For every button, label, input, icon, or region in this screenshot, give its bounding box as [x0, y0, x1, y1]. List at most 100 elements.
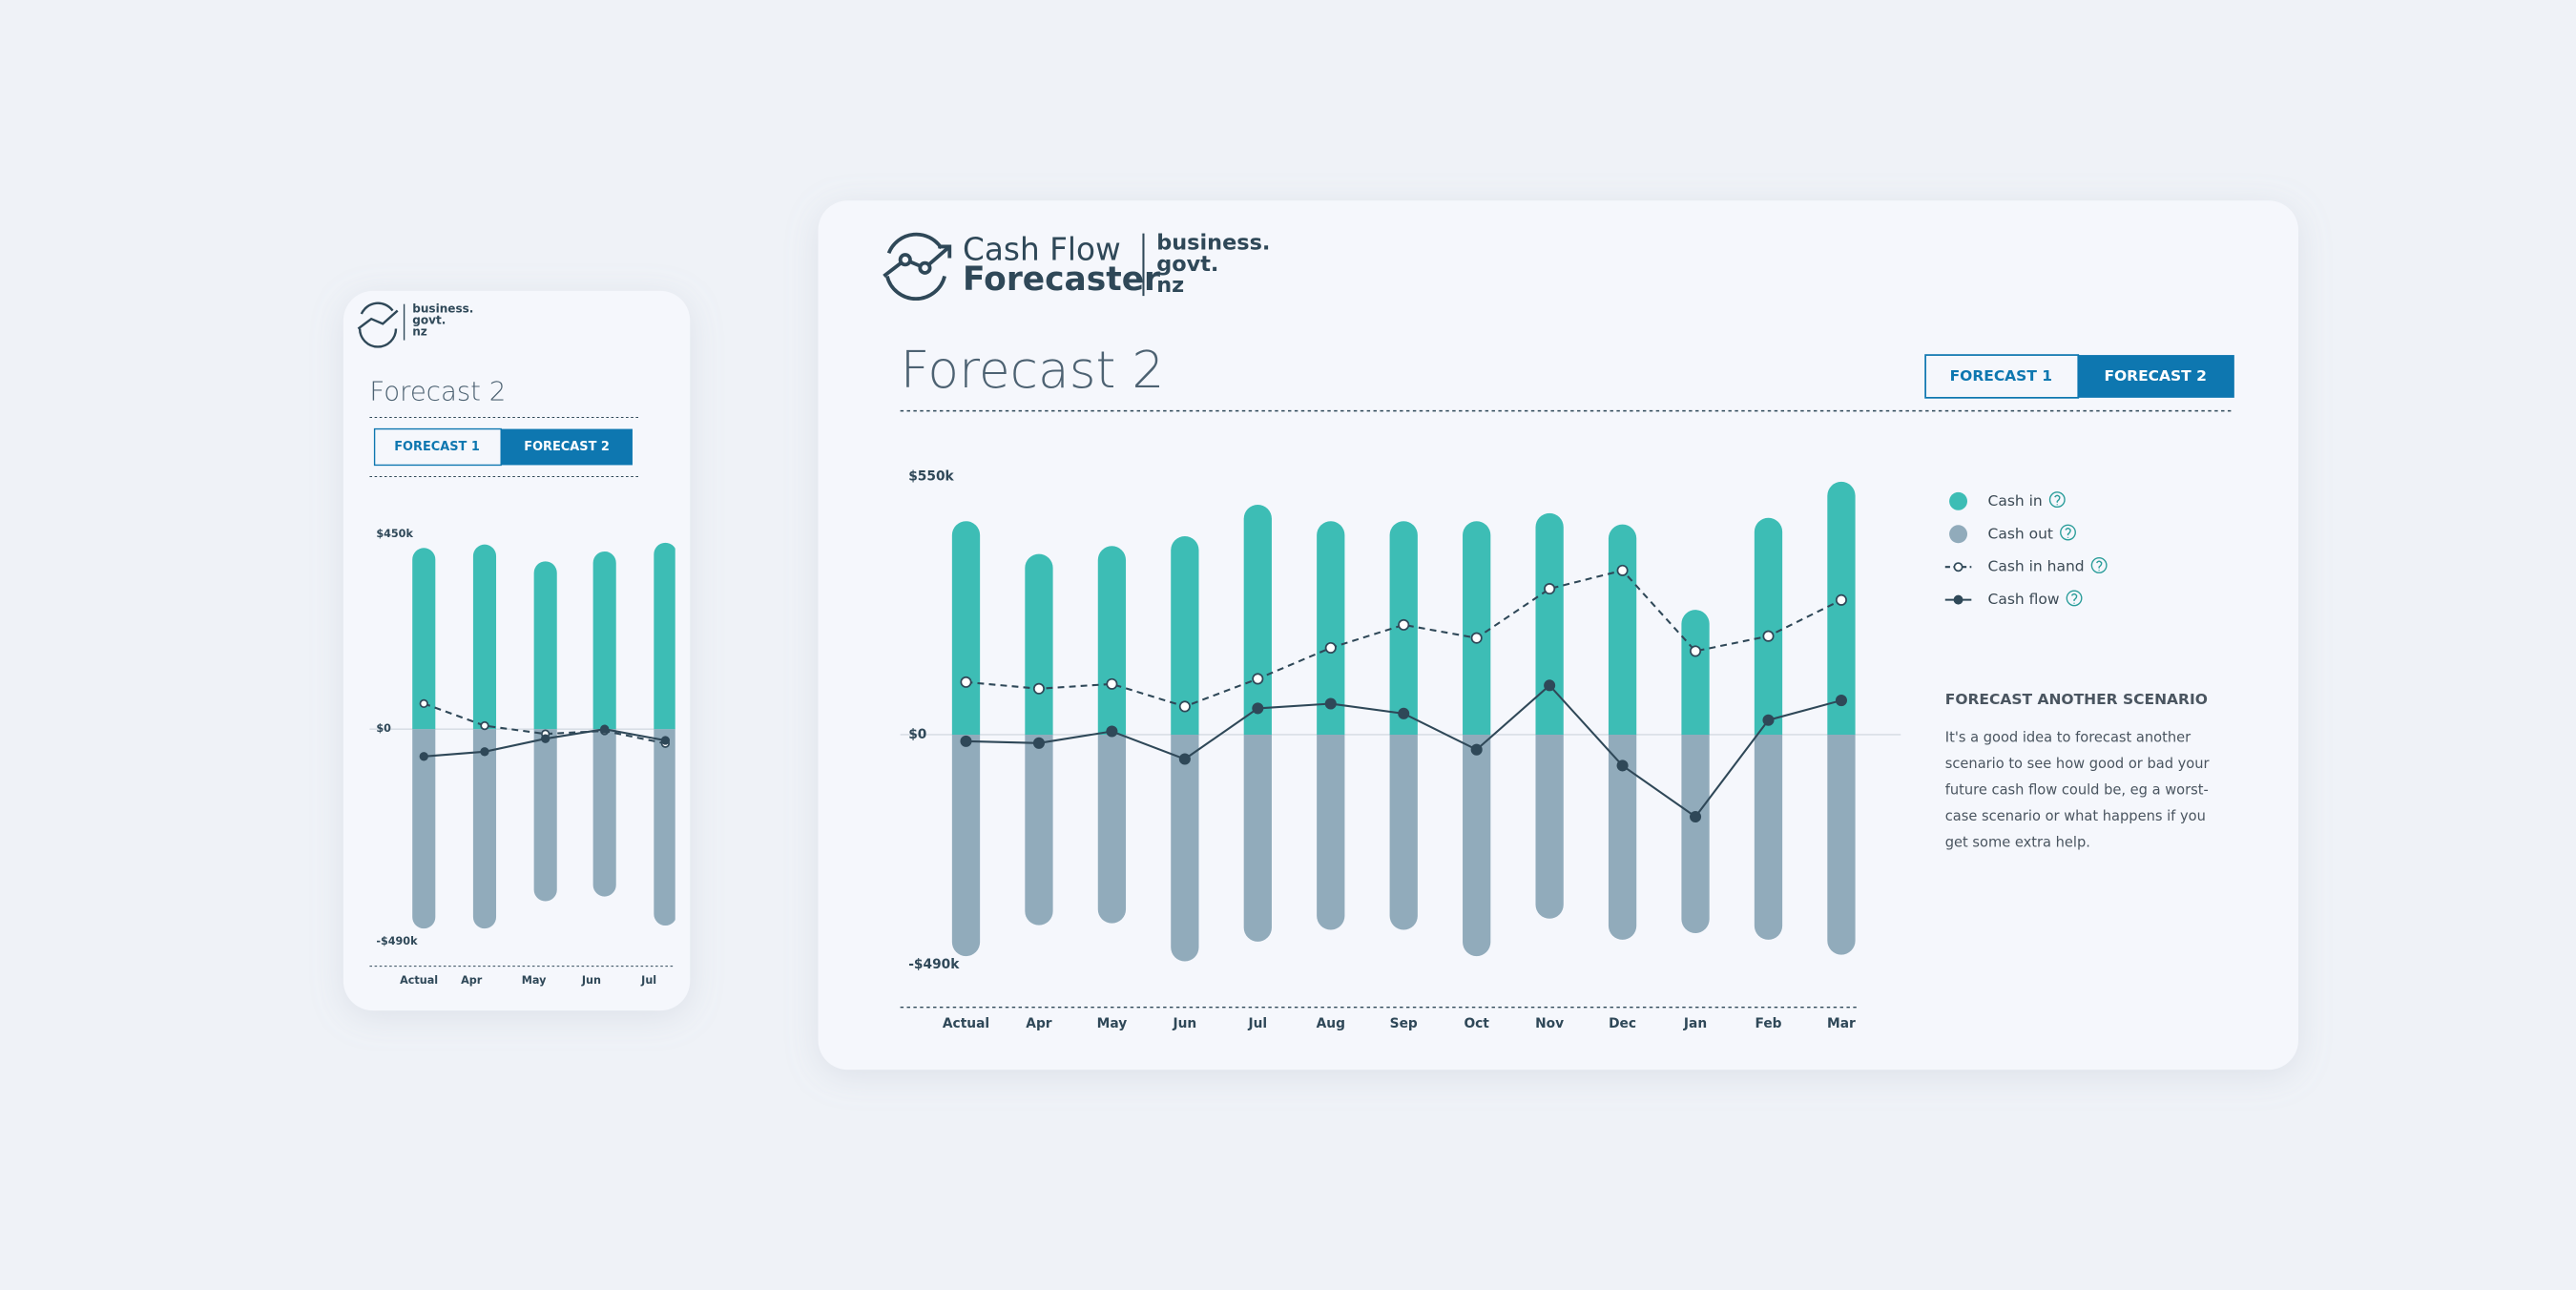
marker — [660, 736, 671, 745]
help-icon[interactable] — [2066, 590, 2083, 607]
tab-label[interactable]: FORECAST 1 — [394, 440, 480, 454]
y-tick-label: $450k — [376, 528, 413, 540]
marker — [1106, 677, 1118, 690]
logo-line1: Cash Flow — [963, 232, 1121, 268]
brand: business. — [1156, 230, 1270, 255]
marker — [960, 735, 972, 747]
marker — [1252, 702, 1264, 715]
marker — [1544, 679, 1556, 692]
tab-label[interactable]: FORECAST 2 — [2104, 367, 2206, 385]
help-icon[interactable] — [2065, 528, 2071, 538]
bar — [1463, 734, 1491, 957]
logo-icon — [357, 302, 399, 348]
x-tick-label: Jul — [640, 974, 656, 987]
brand: govt. — [412, 313, 446, 326]
help-icon[interactable] — [2054, 494, 2061, 506]
marker — [1544, 583, 1556, 595]
x-tick-label: Apr — [461, 974, 483, 987]
sidebar-text: case scenario or what happens if you — [1945, 808, 2206, 824]
x-tick-label: Jan — [1683, 1016, 1707, 1031]
x-tick-label: May — [522, 974, 547, 987]
bar — [1608, 734, 1637, 940]
x-tick-label: Jun — [581, 974, 601, 987]
tab-label[interactable]: FORECAST 2 — [524, 440, 610, 454]
bar — [1827, 481, 1856, 735]
bar — [1243, 505, 1272, 735]
x-tick-label: Dec — [1609, 1016, 1636, 1031]
brand: govt. — [1156, 252, 1218, 277]
brand: nz — [1156, 273, 1184, 298]
marker — [419, 698, 428, 709]
marker — [1762, 630, 1775, 642]
marker — [600, 724, 610, 734]
bar — [1171, 535, 1199, 735]
marker — [1324, 641, 1337, 655]
marker — [1835, 695, 1847, 707]
tab-label[interactable]: FORECAST 1 — [1950, 367, 2052, 385]
bar — [1025, 734, 1053, 926]
legend-swatch — [1953, 562, 1963, 572]
marker — [1398, 618, 1410, 631]
bar — [1171, 734, 1199, 962]
bar — [472, 729, 497, 929]
marker — [1616, 759, 1629, 772]
x-tick-label: Oct — [1464, 1016, 1489, 1031]
brand: nz — [412, 324, 427, 338]
bar — [533, 561, 557, 730]
marker — [480, 720, 489, 731]
bar — [1025, 553, 1053, 735]
bar — [592, 729, 616, 897]
bar — [592, 551, 616, 730]
page-title: Forecast 2 — [369, 377, 506, 407]
marker — [1470, 632, 1483, 644]
tab-active[interactable] — [501, 428, 633, 466]
legend-label: Cash in hand — [1988, 558, 2085, 575]
marker — [1032, 737, 1045, 749]
marker — [480, 747, 489, 757]
marker — [1178, 753, 1191, 765]
tab[interactable] — [373, 427, 502, 467]
mobile-chart: $450k $0 -$490k Actual Apr May Jun Jul — [369, 528, 675, 987]
bar — [1317, 521, 1345, 735]
logo-line2: Forecaster — [963, 260, 1160, 299]
tab[interactable] — [1924, 354, 2080, 399]
help-icon[interactable] — [2060, 524, 2076, 541]
x-tick-label: Jun — [1172, 1016, 1196, 1031]
marker — [1835, 593, 1847, 606]
marker — [1106, 725, 1118, 738]
bar — [1317, 734, 1345, 930]
sidebar-heading: FORECAST ANOTHER SCENARIO — [1945, 691, 2208, 708]
bar — [951, 521, 981, 735]
marker — [1616, 564, 1629, 576]
logo-icon — [883, 232, 952, 302]
legend-swatch — [1949, 525, 1968, 544]
sidebar-text: get some extra help. — [1945, 834, 2090, 850]
help-icon[interactable] — [2070, 593, 2078, 604]
y-tick-label: -$490k — [376, 935, 418, 947]
legend-label: Cash in — [1988, 492, 2043, 510]
marker — [1032, 682, 1045, 695]
help-icon[interactable] — [2048, 491, 2066, 509]
legend: Cash in Cash out Cash in hand Cash flow — [1944, 491, 2108, 608]
legend-label: Cash flow — [1988, 591, 2060, 608]
help-icon[interactable] — [2096, 560, 2103, 572]
legend-label: Cash out — [1988, 525, 2053, 542]
bar — [654, 542, 675, 730]
tab-active[interactable] — [2078, 355, 2234, 398]
marker — [1470, 743, 1483, 756]
bar — [1243, 734, 1272, 942]
bar — [1097, 546, 1127, 735]
sidebar-text: future cash flow could be, eg a worst- — [1945, 781, 2209, 798]
bar — [1827, 734, 1856, 955]
help-icon[interactable] — [2090, 557, 2108, 573]
marker — [1398, 707, 1410, 719]
page-title: Forecast 2 — [901, 340, 1165, 400]
x-tick-label: Aug — [1317, 1016, 1345, 1031]
brand: business. — [412, 302, 473, 315]
sidebar: It's a good idea to forecast another scen… — [1945, 729, 2211, 850]
y-tick-label: $550k — [908, 469, 954, 485]
marker — [1690, 645, 1702, 657]
sidebar-text: scenario to see how good or bad your — [1945, 756, 2211, 772]
marker — [1762, 714, 1775, 726]
